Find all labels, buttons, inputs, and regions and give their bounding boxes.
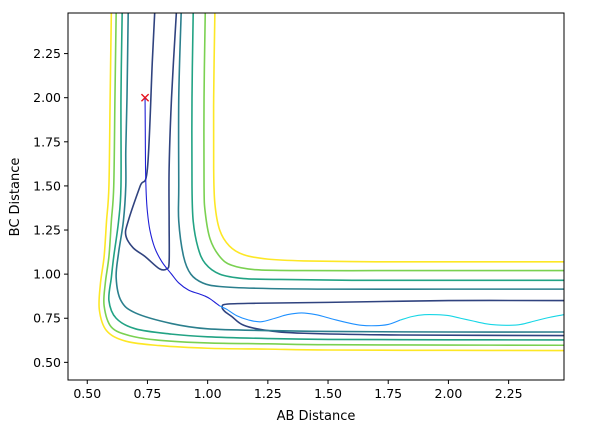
- y-axis-label: BC Distance: [8, 158, 23, 237]
- trajectory-line-7-0: [219, 305, 401, 327]
- contour-line-4-1: [203, 13, 564, 272]
- contour-line-1-0: [115, 13, 564, 333]
- y-tick-label: 2.25: [33, 46, 61, 61]
- contour-line-0-0: [124, 13, 178, 271]
- x-tick-label: 2.25: [495, 386, 523, 401]
- contour-line-5-1: [212, 13, 564, 263]
- y-tick-label: 1.50: [33, 178, 61, 193]
- y-tick-label: 1.25: [33, 223, 61, 238]
- plot-area: [98, 13, 564, 352]
- trajectory-line-8-0: [399, 313, 564, 326]
- x-tick-label: 1.25: [254, 386, 282, 401]
- x-tick-label: 1.00: [194, 386, 222, 401]
- contour-line-2-0: [177, 13, 564, 290]
- y-axis: 0.50 0.75 1.00 1.25 1.50 1.75 2.00 2.25: [33, 46, 68, 370]
- x-axis-label: AB Distance: [277, 409, 356, 424]
- contour-line-4-0: [102, 13, 564, 347]
- y-tick-label: 0.75: [33, 311, 61, 326]
- y-tick-label: 1.75: [33, 134, 61, 149]
- x-tick-label: 1.75: [374, 386, 402, 401]
- x-tick-label: 1.50: [314, 386, 342, 401]
- x-tick-label: 2.00: [435, 386, 463, 401]
- contour-line-5-0: [98, 13, 564, 352]
- x-tick-label: 0.50: [73, 386, 101, 401]
- y-tick-label: 2.00: [33, 90, 61, 105]
- trajectory-line-6-0: [144, 97, 221, 307]
- y-tick-label: 1.00: [33, 267, 61, 282]
- x-axis: 0.50 0.75 1.00 1.25 1.50 1.75 2.00 2.25: [73, 380, 523, 401]
- contour-line-3-1: [191, 13, 564, 282]
- start-marker-0: [140, 93, 150, 102]
- contour-line-0-1: [221, 299, 564, 337]
- x-tick-label: 0.75: [134, 386, 162, 401]
- y-tick-label: 0.50: [33, 355, 61, 370]
- plot-frame: [67, 12, 565, 381]
- contour-line-3-0: [107, 13, 564, 341]
